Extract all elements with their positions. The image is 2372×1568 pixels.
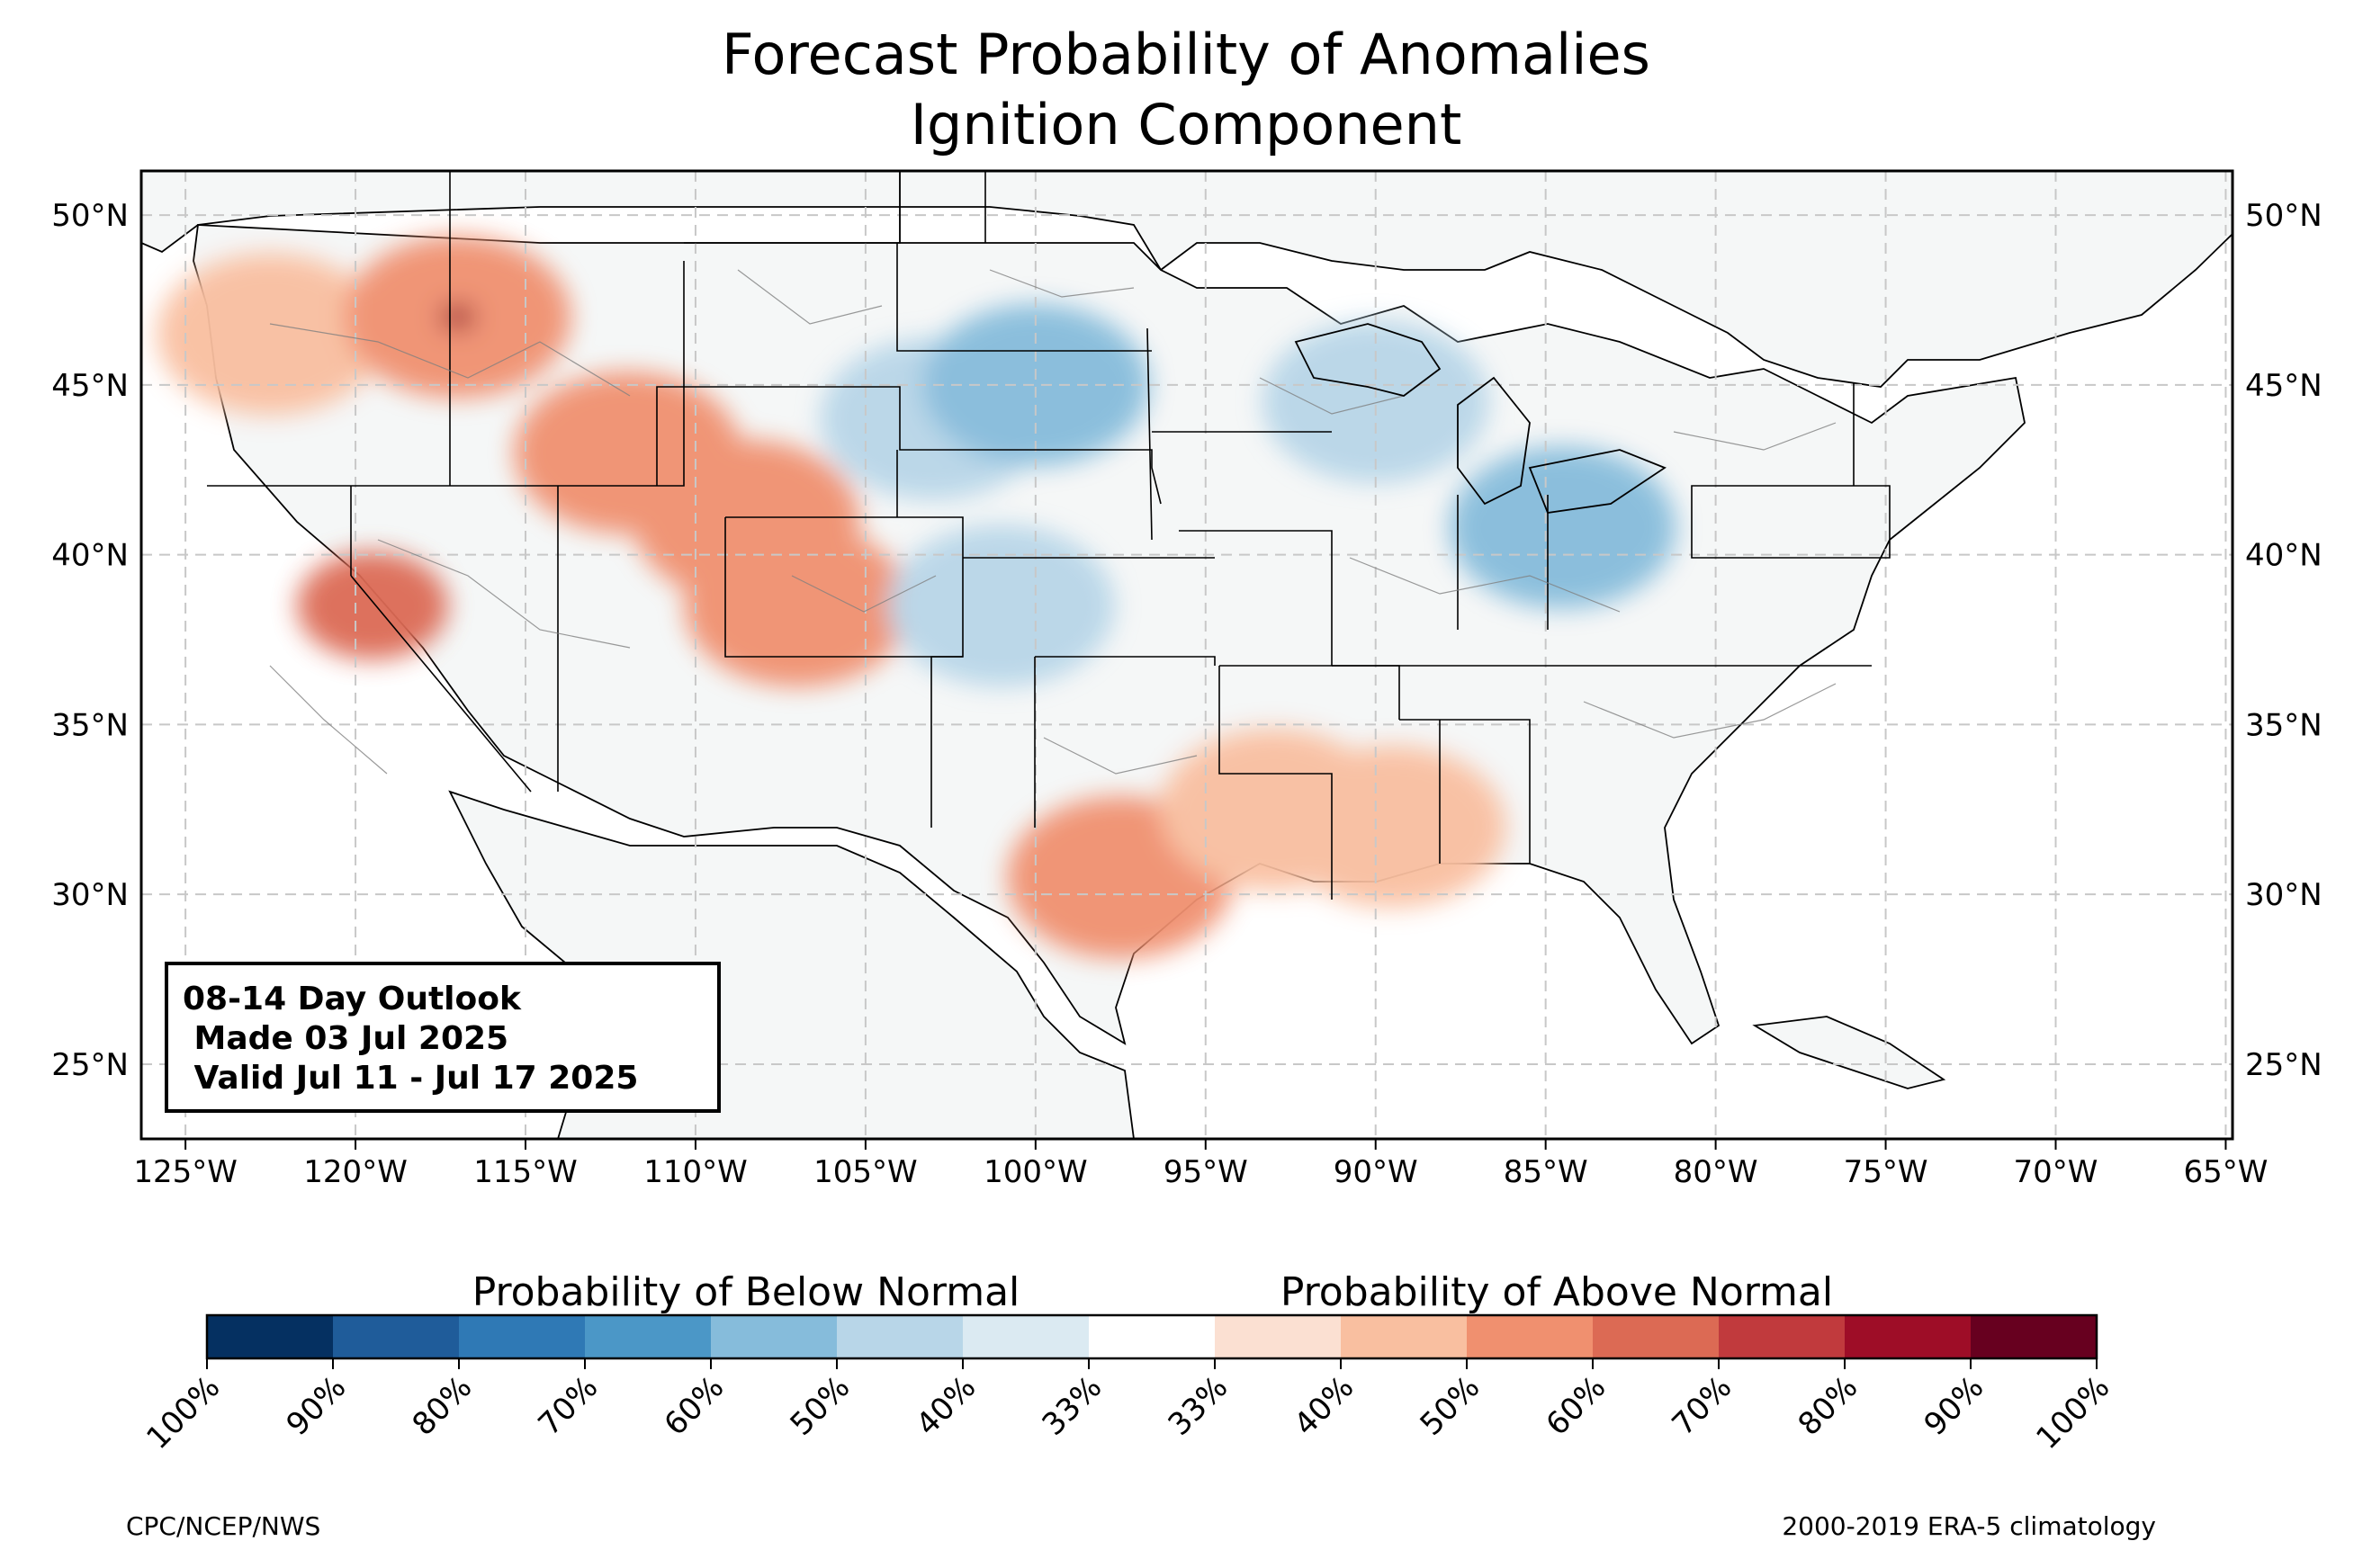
longitude-label: 120°W bbox=[303, 1154, 408, 1190]
cuba-land bbox=[1752, 1016, 1946, 1089]
latitude-label-right: 45°N bbox=[2245, 368, 2323, 404]
latitude-label-right: 25°N bbox=[2245, 1047, 2323, 1083]
colorbar-segment bbox=[837, 1315, 964, 1358]
colorbar-tick-label: 90% bbox=[280, 1369, 354, 1443]
colorbar-segment bbox=[963, 1315, 1090, 1358]
longitude-label: 85°W bbox=[1504, 1154, 1588, 1190]
colorbar-tick-label: 60% bbox=[1540, 1369, 1613, 1443]
anomaly-area-above bbox=[1279, 745, 1506, 908]
state-borders bbox=[207, 171, 1891, 900]
colorbar-segment bbox=[1467, 1315, 1594, 1358]
longitude-label: 125°W bbox=[133, 1154, 238, 1190]
chart-title-line-2: Ignition Component bbox=[910, 92, 1462, 157]
latitude-label-left: 35°N bbox=[51, 707, 129, 743]
footer-climatology: 2000-2019 ERA-5 climatology bbox=[1782, 1511, 2156, 1541]
colorbar-tick-label: 100% bbox=[139, 1369, 227, 1456]
outlook-made-date: Made 03 Jul 2025 bbox=[183, 1020, 509, 1057]
colorbar-tick-labels: 100% 90% 80% 70% 60% 50% 40% 33% 33% 40% 50% 60% 70%… bbox=[139, 1358, 2116, 1456]
canada-land bbox=[141, 171, 2233, 388]
footer-source: CPC/NCEP/NWS bbox=[126, 1511, 321, 1541]
chart-title-line-1: Forecast Probability of Anomalies bbox=[722, 22, 1650, 87]
latitude-label-left: 25°N bbox=[51, 1047, 129, 1083]
longitude-label: 115°W bbox=[473, 1154, 578, 1190]
legend-above-label: Probability of Above Normal bbox=[1280, 1269, 1833, 1315]
longitude-label: 110°W bbox=[643, 1154, 748, 1190]
latitude-label-right: 35°N bbox=[2245, 707, 2323, 743]
latitude-label-right: 50°N bbox=[2245, 198, 2323, 234]
anomaly-area-below bbox=[1449, 446, 1676, 609]
climate-division-lines bbox=[269, 269, 1837, 775]
colorbar-tick-label: 100% bbox=[2029, 1369, 2116, 1456]
colorbar-segment bbox=[1593, 1315, 1720, 1358]
anomaly-area-above bbox=[296, 551, 448, 660]
colorbar-tick-label: 80% bbox=[1792, 1369, 1865, 1443]
latitude-labels-left: 50°N 45°N 40°N 35°N 30°N 25°N bbox=[51, 198, 129, 1083]
colorbar-segment bbox=[459, 1315, 586, 1358]
longitude-label: 90°W bbox=[1334, 1154, 1418, 1190]
latitude-label-left: 50°N bbox=[51, 198, 129, 234]
colorbar-segment bbox=[1719, 1315, 1846, 1358]
colorbar-tick-label: 33% bbox=[1036, 1369, 1110, 1443]
anomaly-area-below bbox=[1262, 320, 1489, 483]
colorbar bbox=[205, 1313, 2098, 1360]
longitude-label: 105°W bbox=[813, 1154, 918, 1190]
anomaly-area-above bbox=[684, 524, 912, 687]
longitude-label: 95°W bbox=[1164, 1154, 1248, 1190]
colorbar-tick-label: 70% bbox=[532, 1369, 606, 1443]
colorbar-segment bbox=[1845, 1315, 1972, 1358]
colorbar-tick-label: 90% bbox=[1918, 1369, 1991, 1443]
latitude-label-left: 30°N bbox=[51, 877, 129, 913]
colorbar-tick-label: 33% bbox=[1162, 1369, 1235, 1443]
longitude-label: 70°W bbox=[2014, 1154, 2098, 1190]
colorbar-segment bbox=[1089, 1315, 1216, 1358]
colorbar-tick-label: 80% bbox=[406, 1369, 480, 1443]
longitude-labels: 125°W 120°W 115°W 110°W 105°W 100°W 95°W 90°W 85… bbox=[133, 1139, 2268, 1190]
colorbar-segment bbox=[207, 1315, 334, 1358]
anomaly-area-below bbox=[888, 524, 1116, 687]
latitude-label-left: 45°N bbox=[51, 368, 129, 404]
longitude-label: 75°W bbox=[1844, 1154, 1928, 1190]
anomaly-area-above bbox=[157, 253, 384, 416]
latitude-label-left: 40°N bbox=[51, 538, 129, 574]
colorbar-segment bbox=[1341, 1315, 1468, 1358]
anomaly-area-above bbox=[439, 304, 476, 330]
colorbar-tick-label: 70% bbox=[1666, 1369, 1739, 1443]
colorbar-tick-label: 40% bbox=[910, 1369, 984, 1443]
anomaly-area-below bbox=[921, 303, 1149, 466]
colorbar-tick-label: 50% bbox=[784, 1369, 858, 1443]
outlook-period: 08-14 Day Outlook bbox=[183, 981, 521, 1017]
colorbar-segment bbox=[1971, 1315, 2098, 1358]
colorbar-segment bbox=[711, 1315, 838, 1358]
colorbar-segment bbox=[585, 1315, 712, 1358]
latitude-label-right: 30°N bbox=[2245, 877, 2323, 913]
colorbar-tick-label: 60% bbox=[658, 1369, 732, 1443]
colorbar-frame bbox=[205, 1313, 2098, 1360]
legend-below-label: Probability of Below Normal bbox=[472, 1269, 1020, 1315]
outlook-info-box: 08-14 Day Outlook Made 03 Jul 2025 Valid… bbox=[165, 962, 721, 1113]
outlook-valid-range: Valid Jul 11 - Jul 17 2025 bbox=[183, 1060, 639, 1097]
colorbar-segment bbox=[1215, 1315, 1342, 1358]
longitude-label: 65°W bbox=[2183, 1154, 2268, 1190]
colorbar-segment bbox=[333, 1315, 460, 1358]
map-frame bbox=[139, 169, 2234, 1141]
colorbar-tick-label: 40% bbox=[1288, 1369, 1361, 1443]
great-lakes-outline bbox=[1294, 323, 1667, 514]
longitude-label: 80°W bbox=[1674, 1154, 1758, 1190]
colorbar-tick-label: 50% bbox=[1414, 1369, 1487, 1443]
longitude-label: 100°W bbox=[984, 1154, 1088, 1190]
latitude-labels-right: 50°N 45°N 40°N 35°N 30°N 25°N bbox=[2245, 198, 2323, 1083]
latitude-label-right: 40°N bbox=[2245, 538, 2323, 574]
